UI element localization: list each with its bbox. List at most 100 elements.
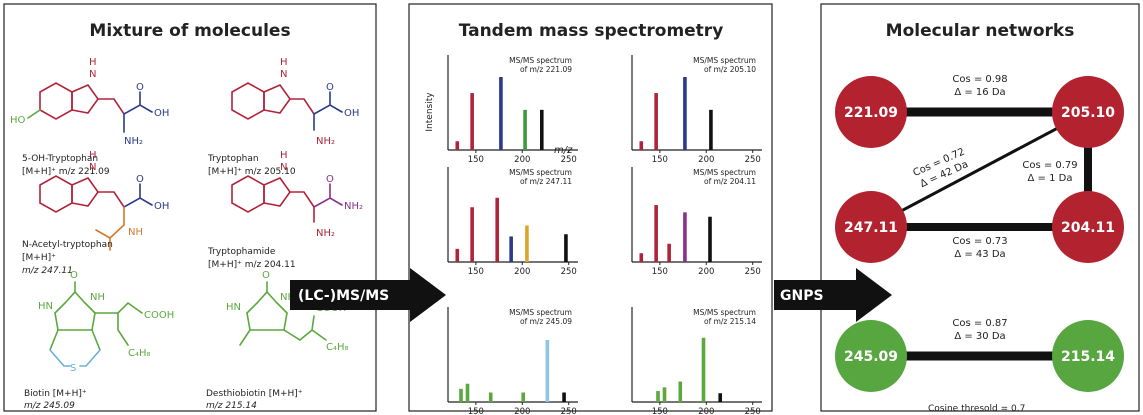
- tandem-panel: [408, 3, 773, 412]
- spectrum-peak: [662, 387, 667, 402]
- mixture-panel: [3, 3, 377, 412]
- mol1-atom-oh: OH: [154, 108, 169, 119]
- spectrum-tick-label: 150: [652, 407, 668, 415]
- spectrum-peak: [470, 93, 474, 150]
- spectrum-subtitle: of m/z 215.14: [704, 317, 756, 326]
- molecule-5oh-tryptophan: [27, 82, 153, 133]
- edge-label-group: Cos = 0.87 Δ = 30 Da: [952, 318, 1007, 342]
- edge-cos-label: Cos = 0.87: [952, 318, 1007, 329]
- mol6-name: Desthiobiotin [M+H]⁺: [206, 389, 303, 399]
- edge-label-group: Cos = 0.79 Δ = 1 Da: [1022, 160, 1077, 184]
- spectrum-peak: [455, 141, 460, 150]
- mol3-name: N-Acetyl-tryptophan: [22, 240, 113, 250]
- spectrum-peak: [701, 337, 706, 402]
- mol2-mz: [M+H]⁺ m/z 205.10: [208, 167, 296, 177]
- tandem-title: Tandem mass spectrometry: [459, 21, 724, 41]
- spectrum-peak: [639, 141, 644, 150]
- edge-cos-label: Cos = 0.79: [1022, 160, 1077, 171]
- mol5-atom-nh: NH: [90, 292, 105, 303]
- spectrum-peak: [470, 207, 474, 262]
- spectrum-title: MS/MS spectrum: [693, 168, 756, 177]
- spectrum-tick-label: 150: [652, 155, 668, 165]
- mol6-atom-hn: HN: [226, 302, 241, 313]
- spectrum-tick-label: 250: [745, 267, 761, 277]
- spectrum-tick-label: 150: [468, 267, 484, 277]
- network-node: [1052, 76, 1124, 148]
- spectrum-peak: [708, 216, 712, 262]
- spectrum-peak: [656, 391, 660, 402]
- spectrum-peak: [499, 77, 503, 150]
- mz-axis-label: m/z: [554, 145, 573, 156]
- edge-label-group: Cos = 0.98 Δ = 16 Da: [952, 74, 1007, 98]
- mol4-atom-h: H: [280, 150, 288, 161]
- mol5-atom-hn: HN: [38, 301, 53, 312]
- networks-title: Molecular networks: [886, 21, 1075, 41]
- molecule-biotin: [49, 281, 143, 367]
- spectrum-tick-label: 150: [468, 155, 484, 165]
- mol6-atom-nh: NH: [280, 292, 295, 303]
- spectrum-tick-label: 200: [514, 407, 530, 415]
- mol4-name: Tryptophamide: [207, 247, 276, 257]
- molecule-n-acetyl-tryptophan: [39, 175, 153, 251]
- mol2-atom-n: N: [280, 69, 287, 80]
- mol5-atom-o: O: [70, 270, 78, 281]
- molecule-desthiobiotin: [239, 281, 327, 346]
- spectrum-title: MS/MS spectrum: [509, 56, 572, 65]
- mol4-atom-o: O: [326, 174, 334, 185]
- spectrum-tick-label: 250: [561, 407, 577, 415]
- spectrum-peak: [683, 77, 687, 150]
- spectrum-peak: [455, 248, 460, 262]
- spectrum-peak: [539, 109, 544, 150]
- mol1-name: 5-OH-Tryptophan: [22, 154, 98, 164]
- spectrum-subtitle: of m/z 247.11: [520, 177, 572, 186]
- spectrum-subtitle: of m/z 245.09: [520, 317, 572, 326]
- spectrum-peak: [678, 381, 683, 402]
- mol5-atom-s: S: [70, 363, 76, 374]
- mol4-atom-n: N: [280, 162, 287, 173]
- spectrum-peak: [654, 93, 658, 150]
- network-node-label: 247.11: [844, 220, 898, 236]
- spectrum-peak: [667, 243, 671, 262]
- spectrum-tick-label: 250: [745, 407, 761, 415]
- spectrum-peak: [488, 392, 493, 402]
- network-node-label: 221.09: [844, 105, 898, 121]
- mol2-name: Tryptophan: [207, 154, 259, 164]
- spectrum-peak: [525, 225, 529, 262]
- network-node: [835, 320, 907, 392]
- spectrum-peak: [521, 392, 526, 402]
- spectrum-peak: [709, 109, 713, 150]
- spectrum-tick-label: 200: [514, 267, 530, 277]
- mol3-atom-h: H: [89, 150, 97, 161]
- mol3-mh: [M+H]⁺: [22, 253, 56, 263]
- mol1-atom-o: O: [136, 82, 144, 93]
- edge-label-group: Cos = 0.73 Δ = 43 Da: [952, 236, 1007, 260]
- spectrum-peak: [562, 392, 566, 402]
- mol1-mz: [M+H]⁺ m/z 221.09: [22, 167, 110, 177]
- mol5-atom-c4h8: C₄H₈: [128, 348, 151, 359]
- network-node: [835, 191, 907, 263]
- mol3-atom-n: N: [89, 162, 96, 173]
- mol6-atom-c4h8: C₄H₈: [326, 342, 349, 353]
- mol5-name: Biotin [M+H]⁺: [24, 389, 87, 399]
- spectrum-peak: [654, 205, 658, 262]
- mol1-atom-ho: HO: [10, 115, 26, 126]
- spectrum-title: MS/MS spectrum: [693, 308, 756, 317]
- mol6-mz: m/z 215.14: [206, 401, 257, 411]
- mol3-atom-o: O: [136, 174, 144, 185]
- spectrum-tick-label: 250: [561, 155, 577, 165]
- spectrum-tick-label: 200: [698, 155, 714, 165]
- edge-cos-label: Cos = 0.73: [952, 236, 1007, 247]
- spectrum-tick-label: 150: [468, 407, 484, 415]
- spectrum-peak: [564, 234, 568, 262]
- spectrum-title: MS/MS spectrum: [509, 308, 572, 317]
- spectrum-peak: [718, 393, 723, 402]
- network-node-label: 205.10: [1061, 105, 1115, 121]
- edge-delta-label: Δ = 30 Da: [954, 331, 1005, 342]
- edge-delta-label: Δ = 1 Da: [1028, 173, 1073, 184]
- mol4-mz: [M+H]⁺ m/z 204.11: [208, 260, 296, 270]
